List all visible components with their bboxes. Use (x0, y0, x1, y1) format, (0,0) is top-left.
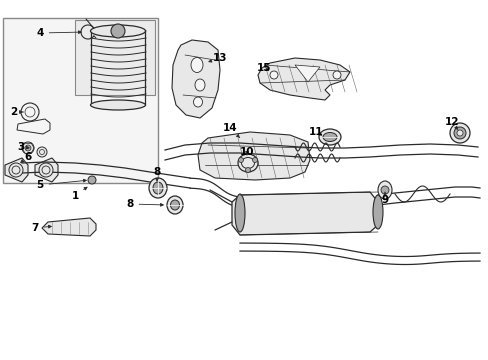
Polygon shape (35, 158, 58, 182)
Ellipse shape (193, 97, 202, 107)
Circle shape (37, 147, 47, 157)
Text: 2: 2 (10, 107, 23, 117)
Polygon shape (198, 132, 309, 180)
Ellipse shape (323, 132, 336, 141)
Ellipse shape (195, 79, 204, 91)
Circle shape (22, 142, 34, 154)
Ellipse shape (153, 182, 163, 194)
Ellipse shape (90, 100, 145, 110)
Circle shape (380, 186, 388, 194)
Circle shape (456, 130, 462, 136)
Text: 7: 7 (31, 223, 51, 233)
Circle shape (245, 167, 250, 172)
Polygon shape (42, 218, 96, 236)
Circle shape (252, 158, 257, 162)
Ellipse shape (238, 154, 258, 172)
Ellipse shape (167, 196, 183, 214)
Ellipse shape (372, 195, 382, 229)
Text: 6: 6 (20, 152, 32, 162)
Polygon shape (5, 158, 28, 182)
Polygon shape (258, 58, 349, 100)
Text: 8: 8 (126, 199, 163, 209)
Ellipse shape (149, 178, 167, 198)
Circle shape (39, 163, 53, 177)
Bar (75, 20, 155, 95)
Ellipse shape (235, 194, 244, 232)
Ellipse shape (318, 129, 340, 145)
Ellipse shape (90, 25, 145, 37)
Circle shape (111, 24, 125, 38)
Circle shape (453, 127, 465, 139)
Text: 14: 14 (222, 123, 239, 138)
Circle shape (449, 123, 469, 143)
Bar (3, 18, 158, 183)
Text: 12: 12 (444, 117, 458, 130)
Text: 5: 5 (36, 179, 86, 190)
Text: 13: 13 (208, 53, 227, 63)
Circle shape (238, 158, 243, 162)
Text: 15: 15 (256, 63, 271, 73)
Circle shape (269, 71, 278, 79)
Text: 3: 3 (18, 142, 29, 152)
Polygon shape (231, 192, 377, 235)
Polygon shape (172, 40, 220, 118)
Text: 4: 4 (36, 28, 81, 38)
Circle shape (25, 145, 31, 151)
Polygon shape (294, 65, 319, 82)
Ellipse shape (377, 181, 391, 199)
Ellipse shape (170, 200, 179, 210)
Circle shape (88, 176, 96, 184)
Text: 9: 9 (381, 192, 388, 205)
Text: 1: 1 (71, 187, 87, 201)
Text: 11: 11 (308, 127, 323, 137)
Circle shape (332, 71, 340, 79)
Ellipse shape (191, 58, 203, 72)
Circle shape (9, 163, 23, 177)
Text: 10: 10 (239, 147, 254, 157)
Text: 8: 8 (153, 167, 160, 181)
